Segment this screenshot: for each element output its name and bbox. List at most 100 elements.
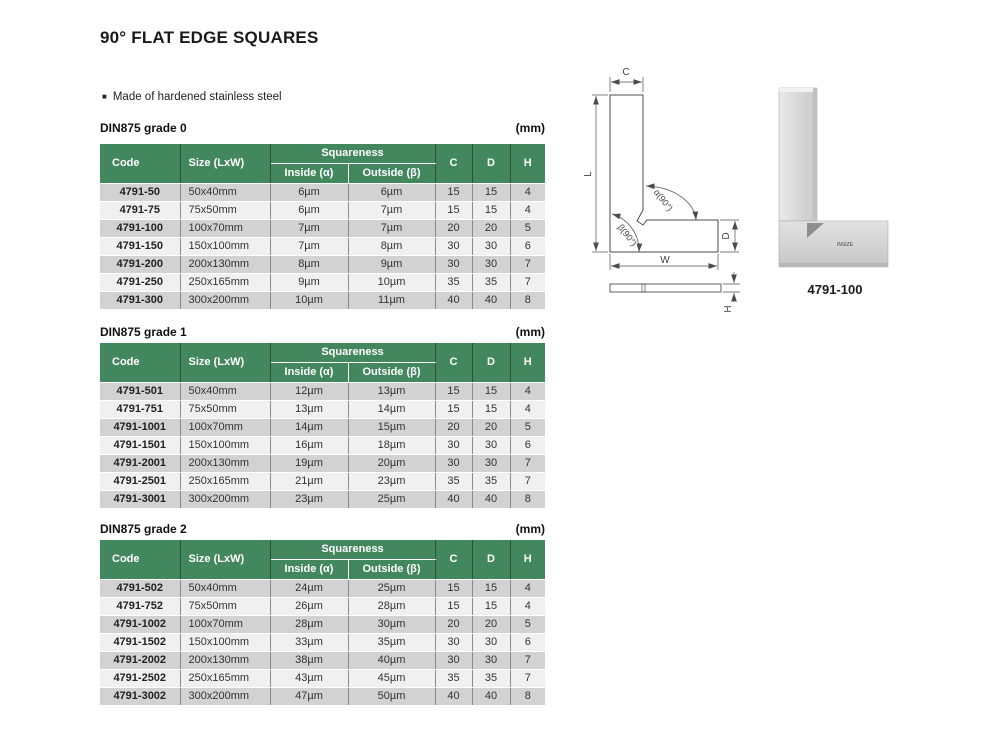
cell-c: 15: [435, 579, 473, 598]
col-header-squareness: Squareness: [270, 144, 436, 164]
col-header-code: Code: [100, 343, 181, 383]
col-header-size: Size (LxW): [180, 343, 271, 383]
cell-code: 4791-751: [100, 400, 181, 419]
cell-h: 8: [510, 490, 545, 509]
corner-notch: [807, 223, 824, 238]
cell-c: 15: [435, 597, 473, 616]
cell-inside: 12µm: [270, 382, 349, 401]
cell-inside: 13µm: [270, 400, 349, 419]
cell-inside: 14µm: [270, 418, 349, 437]
cell-h: 8: [510, 687, 545, 706]
col-header-inside: Inside (α): [270, 362, 349, 383]
cell-size: 100x70mm: [180, 219, 271, 238]
cell-outside: 14µm: [348, 400, 436, 419]
col-header-size: Size (LxW): [180, 144, 271, 184]
table-row: 4791-2001 200x130mm 19µm 20µm 30 30 7: [100, 454, 545, 473]
table-row: 4791-2502 250x165mm 43µm 45µm 35 35 7: [100, 669, 545, 688]
section-heading-grade0: DIN875 grade 0 (mm): [100, 121, 545, 135]
cell-inside: 10µm: [270, 291, 349, 310]
col-header-h: H: [510, 144, 545, 184]
blade-base: [778, 220, 889, 268]
table-row: 4791-502 50x40mm 24µm 25µm 15 15 4: [100, 579, 545, 598]
cell-d: 30: [472, 237, 511, 256]
cell-outside: 40µm: [348, 651, 436, 670]
cell-size: 200x130mm: [180, 651, 271, 670]
cell-inside: 8µm: [270, 255, 349, 274]
cell-d: 40: [472, 291, 511, 310]
cell-d: 40: [472, 687, 511, 706]
cell-inside: 6µm: [270, 201, 349, 220]
col-header-c: C: [435, 144, 473, 184]
cell-inside: 43µm: [270, 669, 349, 688]
col-header-c: C: [435, 540, 473, 580]
col-header-d: D: [472, 540, 511, 580]
cell-c: 15: [435, 183, 473, 202]
unit-label: (mm): [515, 121, 545, 135]
cell-outside: 50µm: [348, 687, 436, 706]
cell-code: 4791-2501: [100, 472, 181, 491]
product-photo: INSIZE: [778, 87, 889, 268]
cell-h: 5: [510, 418, 545, 437]
cell-h: 4: [510, 579, 545, 598]
col-header-c: C: [435, 343, 473, 383]
cell-inside: 28µm: [270, 615, 349, 634]
cell-d: 35: [472, 472, 511, 491]
cell-outside: 45µm: [348, 669, 436, 688]
cell-d: 40: [472, 490, 511, 509]
table-row: 4791-300 300x200mm 10µm 11µm 40 40 8: [100, 291, 545, 310]
cell-inside: 38µm: [270, 651, 349, 670]
table-row: 4791-2501 250x165mm 21µm 23µm 35 35 7: [100, 472, 545, 491]
cell-code: 4791-75: [100, 201, 181, 220]
cell-c: 20: [435, 418, 473, 437]
col-header-squareness: Squareness: [270, 343, 436, 363]
col-header-d: D: [472, 144, 511, 184]
cell-outside: 7µm: [348, 219, 436, 238]
cell-d: 30: [472, 255, 511, 274]
cell-code: 4791-250: [100, 273, 181, 292]
cell-inside: 19µm: [270, 454, 349, 473]
unit-label: (mm): [515, 325, 545, 339]
cell-d: 20: [472, 615, 511, 634]
cell-h: 6: [510, 237, 545, 256]
cell-c: 40: [435, 291, 473, 310]
brand-mark: INSIZE: [837, 242, 854, 248]
col-header-size: Size (LxW): [180, 540, 271, 580]
cell-size: 100x70mm: [180, 615, 271, 634]
cell-size: 250x165mm: [180, 669, 271, 688]
cell-c: 30: [435, 454, 473, 473]
table-row: 4791-100 100x70mm 7µm 7µm 20 20 5: [100, 219, 545, 238]
cell-size: 300x200mm: [180, 687, 271, 706]
angle-label-beta: β(90°): [616, 222, 639, 248]
cell-outside: 30µm: [348, 615, 436, 634]
table-row: 4791-751 75x50mm 13µm 14µm 15 15 4: [100, 400, 545, 419]
cell-d: 30: [472, 454, 511, 473]
dim-label-l: L: [583, 171, 594, 177]
section-label: DIN875 grade 2: [100, 522, 187, 536]
cell-h: 4: [510, 400, 545, 419]
col-header-h: H: [510, 343, 545, 383]
cell-h: 7: [510, 651, 545, 670]
cell-size: 50x40mm: [180, 183, 271, 202]
col-header-inside: Inside (α): [270, 559, 349, 580]
table-row: 4791-250 250x165mm 9µm 10µm 35 35 7: [100, 273, 545, 292]
cell-h: 6: [510, 436, 545, 455]
cell-h: 4: [510, 201, 545, 220]
cell-d: 15: [472, 597, 511, 616]
cell-outside: 6µm: [348, 183, 436, 202]
table-row: 4791-752 75x50mm 26µm 28µm 15 15 4: [100, 597, 545, 616]
cell-outside: 28µm: [348, 597, 436, 616]
section-heading-grade2: DIN875 grade 2 (mm): [100, 522, 545, 536]
cell-code: 4791-1502: [100, 633, 181, 652]
cell-outside: 7µm: [348, 201, 436, 220]
cell-c: 30: [435, 255, 473, 274]
technical-drawing: C L W D α(90°) β(90°) H: [583, 67, 740, 313]
side-view: [609, 283, 722, 293]
cell-c: 20: [435, 219, 473, 238]
cell-code: 4791-1001: [100, 418, 181, 437]
cell-c: 15: [435, 400, 473, 419]
table-row: 4791-501 50x40mm 12µm 13µm 15 15 4: [100, 382, 545, 401]
bottom-bevel: [779, 263, 888, 267]
cell-inside: 33µm: [270, 633, 349, 652]
cell-code: 4791-2001: [100, 454, 181, 473]
cell-code: 4791-501: [100, 382, 181, 401]
